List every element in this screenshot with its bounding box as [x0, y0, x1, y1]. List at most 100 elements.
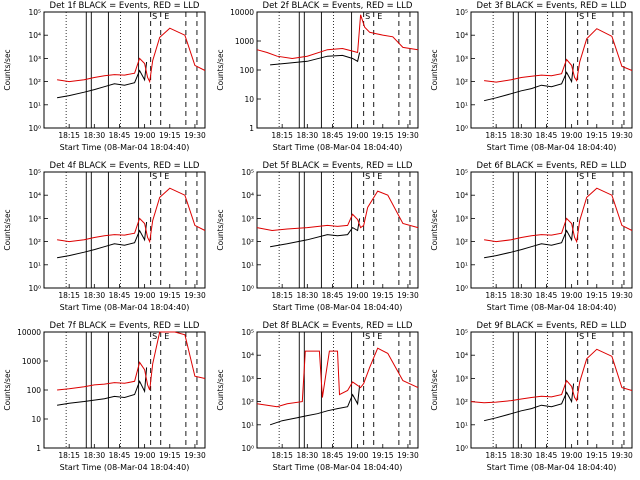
- events-series-line: [270, 218, 361, 248]
- x-tick-label: 19:30: [611, 451, 633, 460]
- y-tick-label: 10²: [455, 398, 468, 407]
- marker-letter: E: [377, 172, 382, 181]
- y-axis-label: Counts/sec: [3, 369, 12, 410]
- y-tick-label: 10⁵: [28, 8, 41, 17]
- marker-letter: E: [164, 12, 169, 21]
- chart-title: Det 2f BLACK = Events, RED = LLD: [263, 1, 413, 11]
- lld-series-line: [484, 28, 633, 83]
- x-tick-label: 18:45: [322, 291, 344, 300]
- x-tick-label: 18:30: [84, 291, 106, 300]
- y-tick-label: 10³: [455, 54, 468, 63]
- marker-letter: S: [152, 172, 157, 181]
- x-tick-label: 18:45: [536, 131, 558, 140]
- y-tick-label: 10⁵: [241, 168, 254, 177]
- marker-letter: S: [365, 12, 370, 21]
- y-tick-label: 10¹: [241, 421, 254, 430]
- x-axis-label: Start Time (08-Mar-04 18:04:40): [487, 143, 617, 152]
- chart-title: Det 8f BLACK = Events, RED = LLD: [263, 321, 413, 331]
- x-tick-label: 18:15: [271, 131, 293, 140]
- y-tick-label: 10⁰: [455, 284, 468, 293]
- y-tick-label: 10³: [28, 54, 41, 63]
- x-tick-label: 19:15: [372, 131, 394, 140]
- marker-letter: S: [579, 332, 584, 341]
- lld-series-line: [484, 187, 633, 244]
- chart-title: Det 1f BLACK = Events, RED = LLD: [50, 1, 200, 11]
- y-tick-label: 100: [27, 386, 42, 395]
- y-tick-label: 10²: [28, 238, 41, 247]
- x-tick-label: 19:15: [372, 451, 394, 460]
- x-tick-label: 18:30: [511, 131, 533, 140]
- y-tick-label: 10⁴: [28, 191, 41, 200]
- x-tick-label: 19:00: [134, 131, 156, 140]
- y-tick-label: 10¹: [28, 261, 41, 270]
- x-axis-label: Start Time (08-Mar-04 18:04:40): [273, 143, 403, 152]
- x-tick-label: 19:30: [184, 451, 206, 460]
- y-tick-label: 10⁵: [241, 328, 254, 337]
- y-axis-label: Counts/sec: [216, 49, 225, 90]
- y-tick-label: 10⁴: [241, 351, 254, 360]
- lld-series-line: [57, 331, 206, 391]
- x-tick-label: 19:00: [347, 131, 369, 140]
- y-tick-label: 10000: [230, 8, 254, 17]
- events-series-line: [483, 383, 575, 422]
- y-tick-label: 10⁴: [455, 191, 468, 200]
- lld-series-line: [57, 27, 206, 84]
- x-tick-label: 18:45: [109, 131, 131, 140]
- x-tick-label: 18:45: [109, 291, 131, 300]
- events-series-line: [57, 367, 148, 406]
- y-tick-label: 100: [240, 66, 255, 75]
- lld-series-line: [256, 190, 419, 232]
- x-axis-label: Start Time (08-Mar-04 18:04:40): [60, 143, 190, 152]
- x-tick-label: 19:15: [586, 291, 608, 300]
- lld-series-line: [256, 14, 419, 60]
- x-tick-label: 18:30: [84, 131, 106, 140]
- x-tick-label: 18:15: [271, 291, 293, 300]
- y-tick-label: 10⁰: [28, 284, 41, 293]
- x-tick-label: 18:30: [84, 451, 106, 460]
- x-axis-label: Start Time (08-Mar-04 18:04:40): [487, 303, 617, 312]
- y-tick-label: 10¹: [241, 261, 254, 270]
- x-tick-label: 18:45: [322, 451, 344, 460]
- chart-title: Det 7f BLACK = Events, RED = LLD: [50, 321, 200, 331]
- y-tick-label: 10⁰: [241, 444, 254, 453]
- marker-letter: S: [152, 332, 157, 341]
- y-tick-label: 10³: [241, 374, 254, 383]
- x-axis-label: Start Time (08-Mar-04 18:04:40): [60, 303, 190, 312]
- y-tick-label: 1000: [22, 357, 41, 366]
- x-tick-label: 18:15: [58, 131, 80, 140]
- x-axis-label: Start Time (08-Mar-04 18:04:40): [60, 463, 190, 472]
- y-tick-label: 10³: [455, 374, 468, 383]
- x-tick-label: 19:15: [159, 131, 181, 140]
- plot-frame: [470, 171, 633, 289]
- x-tick-label: 18:30: [297, 131, 319, 140]
- x-tick-label: 18:30: [297, 451, 319, 460]
- x-tick-label: 19:30: [397, 291, 419, 300]
- x-tick-label: 18:30: [511, 451, 533, 460]
- x-axis-label: Start Time (08-Mar-04 18:04:40): [273, 303, 403, 312]
- y-axis-label: Counts/sec: [3, 49, 12, 90]
- lld-series-line: [470, 348, 633, 404]
- x-tick-label: 19:15: [159, 291, 181, 300]
- plot-frame: [256, 331, 419, 449]
- x-tick-label: 18:15: [485, 451, 507, 460]
- x-tick-label: 19:30: [184, 131, 206, 140]
- x-tick-label: 19:15: [372, 291, 394, 300]
- y-tick-label: 10⁰: [455, 444, 468, 453]
- y-tick-label: 10²: [241, 238, 254, 247]
- plot-frame: [43, 11, 206, 129]
- y-tick-label: 10⁵: [455, 8, 468, 17]
- chart-title: Det 6f BLACK = Events, RED = LLD: [477, 161, 627, 171]
- marker-letter: S: [579, 172, 584, 181]
- events-series-line: [270, 52, 361, 66]
- y-axis-label: Counts/sec: [3, 209, 12, 250]
- y-tick-label: 10⁴: [455, 351, 468, 360]
- plot-frame: [256, 171, 419, 289]
- x-tick-label: 19:30: [611, 291, 633, 300]
